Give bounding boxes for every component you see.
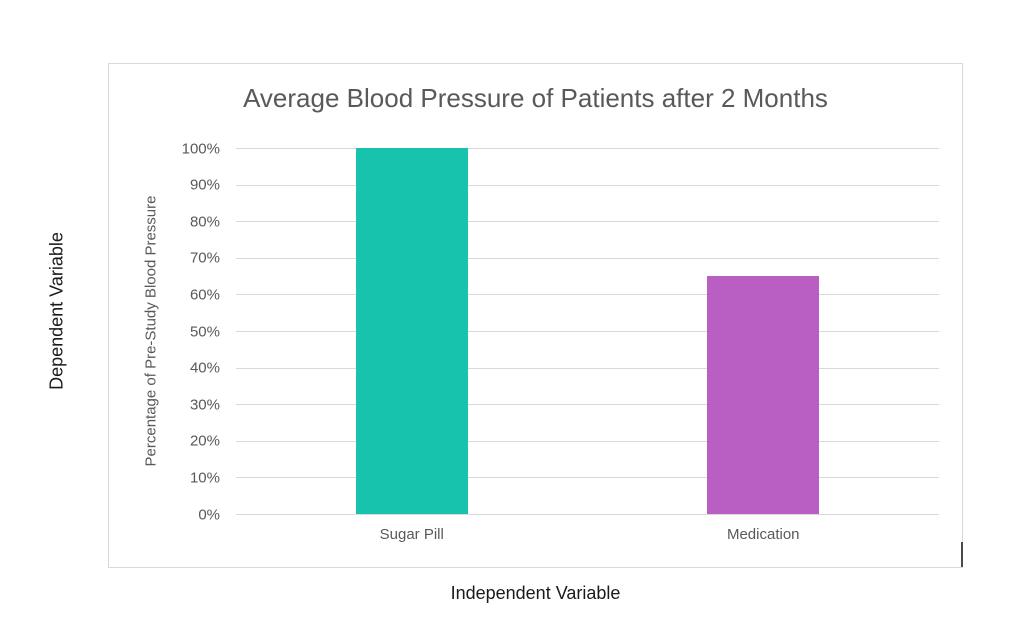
dependent-variable-label: Dependent Variable [46, 232, 67, 390]
gridline: 60% [190, 286, 939, 303]
y-axis-title: Percentage of Pre-Study Blood Pressure [142, 195, 160, 467]
gridline: 100% [182, 140, 939, 157]
category-label-sugar-pill: Sugar Pill [379, 526, 444, 543]
y-tick-label: 100% [181, 140, 220, 157]
plot-area: Sugar Pill Medication 100% 90% 80% 70% 60% 50… [182, 140, 940, 543]
y-tick-label: 90% [189, 176, 220, 194]
independent-variable-label: Independent Variable [450, 583, 621, 603]
medication-bar [707, 276, 820, 514]
border-artifact [961, 542, 963, 567]
chart-title: Average Blood Pressure of Patients after… [243, 83, 828, 113]
gridline: 70% [190, 250, 939, 267]
gridline: 10% [190, 469, 939, 486]
gridline: 30% [190, 396, 939, 413]
y-tick-label: 40% [189, 359, 220, 377]
y-tick-label: 20% [189, 432, 220, 450]
y-tick-label: 60% [189, 286, 220, 304]
gridline: 0% [198, 506, 939, 523]
gridline: 90% [190, 177, 939, 194]
gridline: 80% [190, 213, 939, 230]
bar-group-medication: Medication [588, 148, 940, 543]
y-tick-label: 0% [198, 506, 220, 523]
y-tick-label: 50% [189, 323, 220, 340]
category-label-medication: Medication [726, 526, 800, 543]
gridline: 40% [190, 360, 939, 377]
chart-frame: Average Blood Pressure of Patients after… [108, 63, 963, 568]
bar-group-sugar-pill: Sugar Pill [236, 148, 588, 543]
y-tick-label: 70% [189, 249, 220, 267]
gridline: 20% [190, 433, 939, 450]
gridline: 50% [190, 323, 939, 340]
sugar-pill-bar [355, 148, 468, 514]
y-tick-label: 80% [189, 213, 220, 231]
y-tick-label: 10% [189, 469, 220, 487]
y-tick-label: 30% [189, 396, 220, 414]
